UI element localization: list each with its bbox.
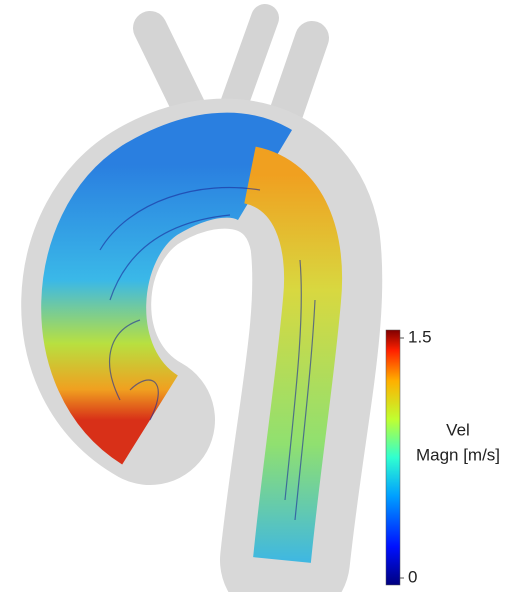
page: {"colorbar": {"label": ["Vel", "Magn [m/… — [0, 0, 509, 592]
colorbar-label: Vel — [446, 420, 470, 439]
visualization: Vel Magn [m/s] 0 1.5 — [0, 0, 509, 592]
colorbar — [386, 330, 400, 585]
colorbar-tick-label: 0 — [408, 567, 417, 586]
colorbar-tick-label: 1.5 — [408, 327, 432, 346]
colorbar-label: Magn [m/s] — [416, 445, 500, 464]
